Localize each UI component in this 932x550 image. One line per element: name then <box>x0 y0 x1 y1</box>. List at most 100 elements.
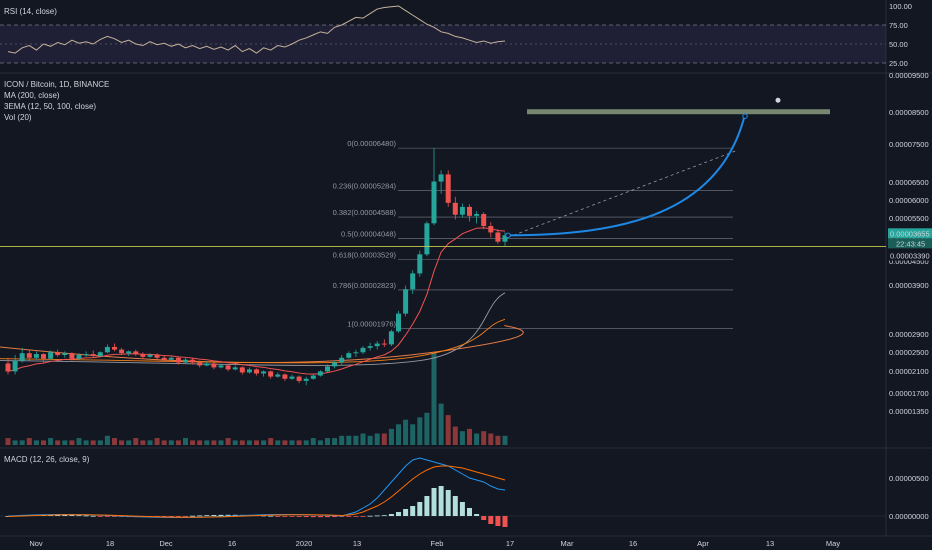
candle-body[interactable] <box>452 202 458 215</box>
candle-body[interactable] <box>190 359 196 363</box>
target-marker[interactable] <box>775 97 781 103</box>
candle-body[interactable] <box>396 313 401 332</box>
candle-body[interactable] <box>218 365 224 368</box>
candle-body[interactable] <box>254 369 259 374</box>
main-panel[interactable]: 0.00009500 0.00008500 0.00007500 0.00006500… <box>0 71 932 445</box>
candle-body[interactable] <box>424 223 430 255</box>
candle-body[interactable] <box>360 347 366 353</box>
price-tick: 0.00005500 <box>889 214 929 223</box>
candle-body[interactable] <box>275 374 281 377</box>
candle-body[interactable] <box>282 374 288 379</box>
candle-body[interactable] <box>112 346 117 350</box>
candle-body[interactable] <box>268 371 274 377</box>
candle-body[interactable] <box>403 289 409 314</box>
candle-body[interactable] <box>459 206 465 215</box>
rsi-panel[interactable]: RSI (14, close) 100.00 75.00 50.00 25.00 <box>0 2 912 68</box>
candle-body[interactable] <box>147 355 153 357</box>
candle-body[interactable] <box>289 376 295 379</box>
candles[interactable] <box>5 148 508 386</box>
candle-body[interactable] <box>154 355 160 358</box>
candle-body[interactable] <box>239 367 245 373</box>
candle-body[interactable] <box>488 226 494 233</box>
candle-body[interactable] <box>76 355 82 359</box>
candle-body[interactable] <box>126 351 132 354</box>
candle-body[interactable] <box>246 369 252 373</box>
candle-body[interactable] <box>48 352 54 359</box>
candle-body[interactable] <box>388 331 394 345</box>
macd-bar <box>346 516 352 517</box>
candle-body[interactable] <box>83 354 89 356</box>
candle-body[interactable] <box>104 346 110 353</box>
candle-body[interactable] <box>232 367 238 370</box>
candle-body[interactable] <box>5 363 11 372</box>
candle-body[interactable] <box>90 354 96 356</box>
candle-body[interactable] <box>502 235 508 242</box>
curve-start-marker[interactable] <box>505 232 511 239</box>
candle-body[interactable] <box>204 363 210 366</box>
candle-body[interactable] <box>481 213 487 227</box>
macd-bar <box>90 515 96 517</box>
candle-body[interactable] <box>339 357 345 363</box>
candle-body[interactable] <box>325 366 330 372</box>
rsi-tick: 75.00 <box>889 21 908 30</box>
candle-body[interactable] <box>55 352 61 356</box>
volume-bar <box>261 440 267 445</box>
projection-curve[interactable] <box>507 113 746 237</box>
candle-body[interactable] <box>417 254 423 274</box>
candle-body[interactable] <box>175 357 181 363</box>
candle-body[interactable] <box>33 354 39 358</box>
price-tick: 0.00002900 <box>889 330 929 339</box>
candle-body[interactable] <box>69 353 75 359</box>
volume-bar <box>83 440 89 445</box>
candle-body[interactable] <box>225 365 231 370</box>
candle-body[interactable] <box>431 181 437 224</box>
candle-body[interactable] <box>119 349 125 354</box>
candle-body[interactable] <box>467 206 472 216</box>
candle-body[interactable] <box>41 354 46 359</box>
projection-dashed-line[interactable] <box>507 149 739 238</box>
candle-body[interactable] <box>445 174 451 203</box>
candle-body[interactable] <box>296 376 302 381</box>
candle-body[interactable] <box>438 174 444 182</box>
macd-panel[interactable]: MACD (12, 26, close, 9) 0.00000500 0.000… <box>0 455 929 527</box>
candle-body[interactable] <box>168 357 174 360</box>
macd-bar <box>183 516 188 517</box>
candle-body[interactable] <box>346 353 352 358</box>
candle-body[interactable] <box>19 353 25 361</box>
candle-body[interactable] <box>62 353 68 356</box>
candle-body[interactable] <box>26 353 32 358</box>
candle-body[interactable] <box>353 352 359 354</box>
volume-bar <box>346 435 352 445</box>
candle-body[interactable] <box>133 351 139 355</box>
volume-bar <box>161 440 167 445</box>
macd-bar <box>438 486 444 516</box>
candle-body[interactable] <box>197 362 203 366</box>
candle-body[interactable] <box>381 343 387 345</box>
candle-body[interactable] <box>161 357 167 360</box>
target-zone[interactable] <box>527 109 830 115</box>
macd-bar <box>55 514 61 516</box>
candle-body[interactable] <box>183 359 188 363</box>
candle-body[interactable] <box>261 371 267 374</box>
candle-body[interactable] <box>12 360 18 372</box>
macd-bar <box>211 515 217 516</box>
fib-level-label: 0.5(0.00004048) <box>341 229 397 238</box>
candle-body[interactable] <box>474 213 480 216</box>
candle-body[interactable] <box>367 346 373 348</box>
price-tick: 0.00001700 <box>889 389 929 398</box>
candle-body[interactable] <box>140 354 146 357</box>
curve-end-marker[interactable] <box>742 113 748 119</box>
candle-body[interactable] <box>211 363 217 368</box>
candle-body[interactable] <box>332 362 338 367</box>
candle-body[interactable] <box>303 378 309 381</box>
candle-body[interactable] <box>317 371 323 376</box>
candle-body[interactable] <box>97 352 103 356</box>
candle-body[interactable] <box>495 232 501 242</box>
candle-body[interactable] <box>410 273 416 290</box>
volume-bar <box>424 412 430 445</box>
candle-body[interactable] <box>310 375 316 379</box>
candle-body[interactable] <box>374 343 380 347</box>
price-tick: 0.00006500 <box>889 178 929 187</box>
fib-level-label: 0.382(0.00004588) <box>333 208 397 217</box>
